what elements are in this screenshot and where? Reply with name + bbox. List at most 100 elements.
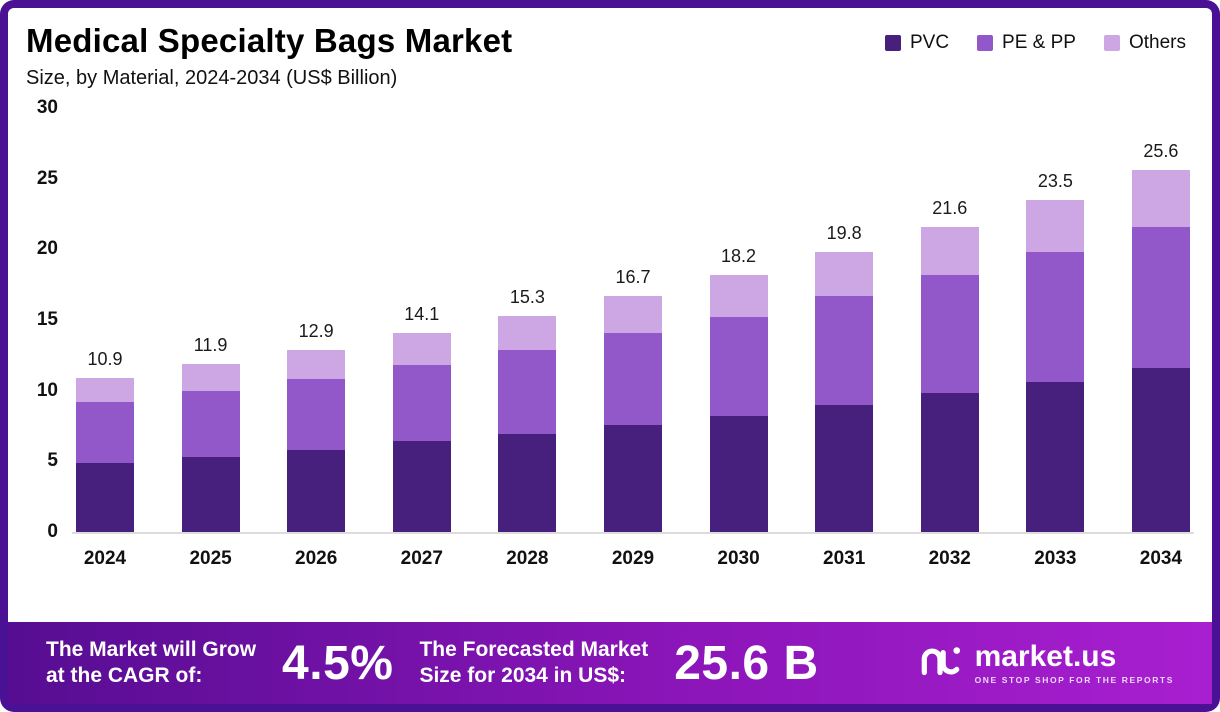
y-tick-label-20: 20: [36, 238, 58, 260]
bar-stack-2024[interactable]: [76, 377, 134, 532]
bar-segment-others-2029[interactable]: [603, 295, 662, 333]
legend-item-pe-pp[interactable]: PE & PP: [977, 32, 1076, 54]
bar-segment-pe-pp-2025[interactable]: [181, 390, 240, 458]
bar-column-2024: 10.9: [76, 349, 134, 532]
legend-swatch: [977, 35, 994, 51]
bar-stack-2033[interactable]: [1026, 199, 1085, 532]
x-axis-label-2034: 2034: [1139, 547, 1183, 569]
bar-total-label-2024: 10.9: [87, 348, 123, 369]
bar-stack-2025[interactable]: [181, 363, 240, 532]
title-block: Medical Specialty Bags Market Size, by M…: [26, 22, 512, 90]
bar-segment-pvc-2029[interactable]: [603, 424, 662, 532]
bar-segment-others-2034[interactable]: [1131, 170, 1190, 227]
bar-segment-pvc-2025[interactable]: [181, 457, 240, 532]
x-axis-label-2031: 2031: [823, 547, 866, 569]
x-axis-label-2033: 2033: [1034, 547, 1077, 569]
y-tick-label-25: 25: [36, 167, 58, 189]
bar-segment-pe-pp-2030[interactable]: [709, 317, 768, 417]
bar-segment-pvc-2024[interactable]: [76, 462, 134, 532]
bar-segment-others-2031[interactable]: [815, 252, 874, 296]
brand-name: market.us: [974, 639, 1117, 673]
bar-segment-others-2028[interactable]: [498, 315, 557, 350]
legend-item-others[interactable]: Others: [1103, 32, 1186, 54]
bar-segment-pvc-2033[interactable]: [1026, 382, 1085, 532]
bar-segment-pvc-2027[interactable]: [392, 441, 451, 532]
cagr-label: The Market will Grow at the CAGR of:: [46, 637, 256, 690]
footer-banner: The Market will Grow at the CAGR of: 4.5…: [8, 622, 1212, 704]
plot-wrap: 10.9 11.9 12.9 14.1 15.3 16.7 18.2 19.8 21.6 23.5…: [72, 108, 1194, 570]
bar-segment-pe-pp-2026[interactable]: [287, 379, 346, 450]
x-axis-label-2032: 2032: [928, 547, 971, 569]
legend-label: PE & PP: [1002, 32, 1076, 53]
bar-segment-others-2030[interactable]: [709, 274, 768, 318]
legend-item-pvc[interactable]: PVC: [884, 32, 950, 54]
forecast-value: 25.6 B: [674, 636, 819, 690]
y-tick-label-0: 0: [47, 520, 58, 542]
legend-label: PVC: [909, 32, 950, 53]
bar-total-label-2026: 12.9: [298, 320, 334, 341]
bar-column-2032: 21.6: [920, 197, 979, 532]
chart: 0 5 10 15 20 25 30 10.9 11.9 12.9 14.1 15.3 16.7 18.…: [8, 97, 1212, 570]
bar-stack-2027[interactable]: [392, 332, 451, 532]
bar-segment-others-2027[interactable]: [392, 332, 451, 366]
marketus-logo-icon: [917, 638, 963, 689]
forecast-label-line2: Size for 2034 in US$:: [419, 664, 627, 687]
bar-column-2034: 25.6: [1131, 141, 1190, 532]
bar-segment-pe-pp-2033[interactable]: [1026, 252, 1085, 383]
bar-segment-pvc-2032[interactable]: [920, 393, 979, 532]
bar-total-label-2031: 19.8: [826, 223, 862, 244]
bar-stack-2034[interactable]: [1131, 170, 1190, 532]
bar-segment-others-2024[interactable]: [76, 377, 134, 402]
page-subtitle: Size, by Material, 2024-2034 (US$ Billio…: [26, 66, 398, 89]
bar-segment-pe-pp-2028[interactable]: [498, 349, 557, 435]
forecast-label: The Forecasted Market Size for 2034 in U…: [419, 637, 648, 690]
bar-stack-2031[interactable]: [815, 252, 874, 532]
bar-segment-pe-pp-2032[interactable]: [920, 274, 979, 394]
bar-stack-2026[interactable]: [287, 349, 346, 532]
bar-segment-pvc-2031[interactable]: [815, 404, 874, 532]
bar-stack-2030[interactable]: [709, 274, 768, 532]
brand-logo[interactable]: market.us ONE STOP SHOP FOR THE REPORTS: [917, 638, 1174, 689]
bar-column-2025: 11.9: [181, 335, 240, 532]
bar-total-label-2030: 18.2: [721, 245, 757, 266]
x-axis: 2024 2025 2026 2027 2028 2029 2030 2031 2032 2033…: [72, 548, 1194, 570]
bar-segment-others-2025[interactable]: [181, 363, 240, 391]
bar-segment-pe-pp-2034[interactable]: [1131, 226, 1190, 368]
x-axis-label-2030: 2030: [717, 547, 760, 569]
bar-column-2031: 19.8: [815, 223, 874, 532]
bar-segment-others-2032[interactable]: [920, 226, 979, 275]
bar-total-label-2027: 14.1: [404, 303, 440, 324]
y-tick-label-30: 30: [36, 96, 58, 118]
bar-column-2029: 16.7: [603, 267, 662, 532]
x-axis-label-2025: 2025: [189, 547, 232, 569]
x-axis-label-2029: 2029: [611, 547, 655, 569]
page-title: Medical Specialty Bags Market: [26, 22, 513, 59]
bar-stack-2032[interactable]: [920, 226, 979, 532]
bar-segment-others-2033[interactable]: [1026, 199, 1085, 253]
bar-total-label-2028: 15.3: [509, 286, 545, 307]
cagr-value: 4.5%: [282, 636, 394, 690]
chart-panel: Medical Specialty Bags Market Size, by M…: [8, 8, 1212, 622]
brand-text: market.us ONE STOP SHOP FOR THE REPORTS: [975, 641, 1174, 685]
y-tick-label-15: 15: [36, 308, 58, 330]
bar-segment-pe-pp-2024[interactable]: [76, 401, 134, 463]
bar-total-label-2033: 23.5: [1037, 170, 1073, 191]
cagr-label-line2: at the CAGR of:: [46, 664, 203, 687]
y-tick-label-10: 10: [36, 379, 58, 401]
brand-tagline: ONE STOP SHOP FOR THE REPORTS: [974, 675, 1174, 686]
bar-segment-pvc-2028[interactable]: [498, 434, 557, 532]
bar-total-label-2032: 21.6: [932, 197, 968, 218]
x-axis-label-2028: 2028: [506, 547, 549, 569]
bar-stack-2029[interactable]: [603, 295, 662, 532]
bar-segment-others-2026[interactable]: [287, 349, 346, 380]
bar-stack-2028[interactable]: [498, 315, 557, 532]
header: Medical Specialty Bags Market Size, by M…: [8, 8, 1212, 90]
bar-segment-pvc-2026[interactable]: [287, 449, 346, 532]
bar-segment-pvc-2034[interactable]: [1131, 368, 1190, 532]
bar-segment-pe-pp-2027[interactable]: [392, 365, 451, 442]
bar-segment-pe-pp-2029[interactable]: [603, 332, 662, 425]
legend-label: Others: [1128, 32, 1186, 53]
bar-segment-pvc-2030[interactable]: [709, 416, 768, 532]
bar-column-2027: 14.1: [392, 303, 451, 532]
bar-segment-pe-pp-2031[interactable]: [815, 295, 874, 405]
